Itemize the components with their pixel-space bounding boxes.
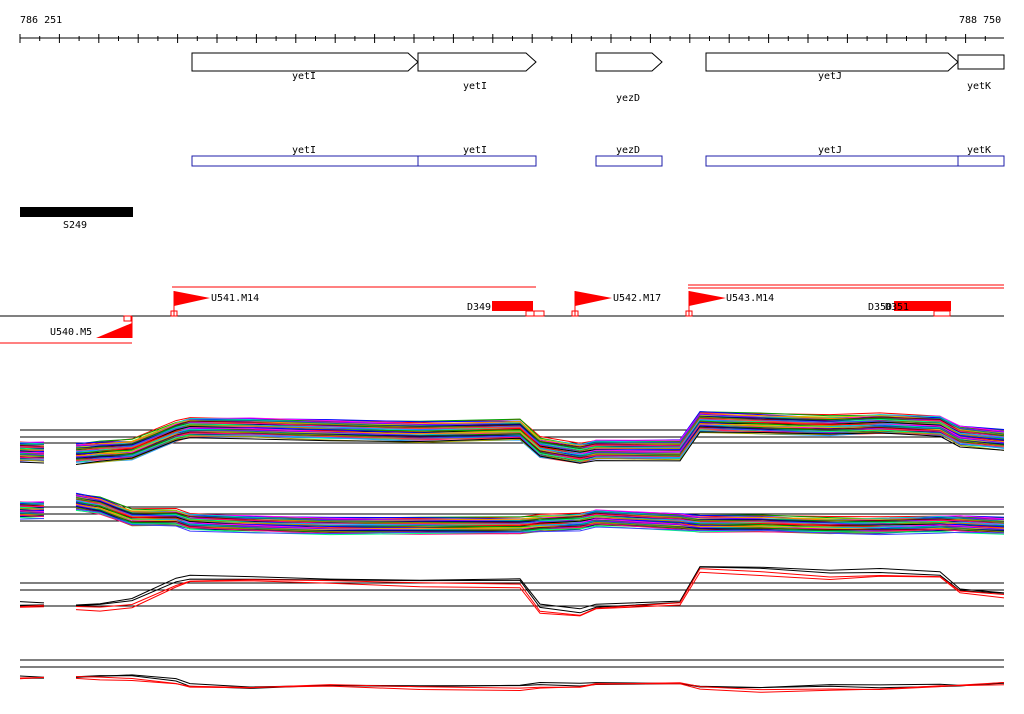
gene-label: yezD [616,93,640,104]
profile-line [19,566,1005,614]
gene-track-boxes: yetI yetI yezD yetJ yetK [191,145,1005,167]
gene-box[interactable]: yetJ [705,145,959,167]
gene-arrow[interactable]: yetJ [705,52,959,82]
gene-arrow[interactable]: yetK [957,54,1005,92]
profile-line [19,416,1005,451]
profile-line [19,571,1005,617]
gene-label: yetI [292,71,316,82]
profile-line [19,431,1005,465]
gene-box[interactable]: yezD [595,145,663,167]
gene-box[interactable]: yetI [417,145,537,167]
profile-line [19,508,1005,536]
terminator-label: D350 [868,302,892,313]
promoter-marker[interactable]: U542.M17 [571,291,661,317]
gene-label: yetJ [818,71,842,82]
terminator-marker[interactable]: D350 D351 [868,301,951,317]
promoter-marker[interactable]: U543.M14 [685,291,774,317]
gene-box-label: yetI [463,145,487,156]
ruler-start-label: 786 251 [20,15,62,26]
promoter-label: U543.M14 [726,293,774,304]
promoter-marker[interactable]: U541.M14 [170,291,259,317]
terminator-marker[interactable]: D349 [467,301,545,317]
position-ruler: 786 251 788 750 [19,15,1004,43]
gene-box-label: yetK [967,145,991,156]
gene-box[interactable]: yetK [957,145,1005,167]
profile-line [19,430,1005,465]
promoter-label: U542.M17 [613,293,661,304]
segment-label: S249 [63,220,87,231]
gene-box-label: yetI [292,145,316,156]
gene-arrow[interactable]: yezD [595,52,663,104]
gene-arrow[interactable]: yetI [191,52,419,82]
promoter-label: U540.M5 [50,327,92,338]
gene-box-label: yetJ [818,145,842,156]
gene-arrow[interactable]: yetI [417,52,537,92]
profile-line [19,568,1005,616]
promoter-marker[interactable]: U540.M5 [50,315,133,338]
promoter-label: U541.M14 [211,293,259,304]
terminator-label: D351 [885,302,909,313]
segment-bar[interactable] [20,207,133,217]
segment-track: S249 [20,207,133,231]
profile-line [19,428,1005,463]
gene-track-arrows: yetI yetI yezD yetJ yetK [191,52,1005,104]
ruler-end-label: 788 750 [959,15,1001,26]
expression-profiles [19,411,1005,693]
terminator-label: D349 [467,302,491,313]
gene-label: yetI [463,81,487,92]
profile-line [19,566,1005,610]
regulatory-track: U541.M14 U542.M17 U543.M14 U540.M5 D349 [0,284,1004,344]
profile-line [19,677,1005,693]
gene-box[interactable]: yetI [191,145,419,167]
gene-label: yetK [967,81,991,92]
ruler-ticks [19,34,986,43]
gene-box-label: yezD [616,145,640,156]
